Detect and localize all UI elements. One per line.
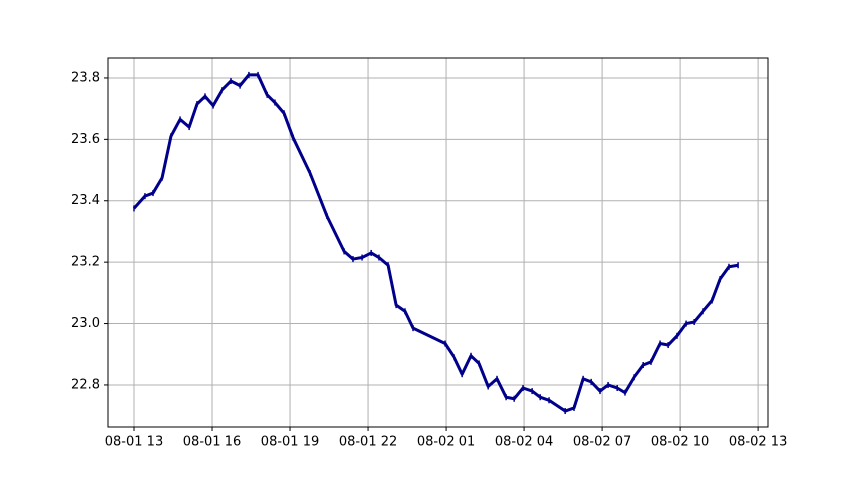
y-tick-label: 23.2	[71, 255, 100, 270]
grid-layer	[108, 58, 768, 427]
tick-layer: 22.8 23.0 23.2 23.4 23.6 23.8 08-01 13 08-01 16…	[71, 70, 787, 449]
x-tick-label: 08-01 13	[105, 435, 163, 450]
y-tick-label: 23.8	[71, 70, 100, 85]
y-tick-label: 22.8	[71, 377, 100, 392]
plot-layer	[132, 71, 739, 415]
x-tick-label: 08-02 13	[729, 435, 787, 450]
x-tick-label: 08-02 07	[573, 435, 631, 450]
x-tick-label: 08-02 04	[495, 435, 553, 450]
y-tick-label: 23.4	[71, 193, 100, 208]
x-tick-label: 08-01 22	[339, 435, 397, 450]
x-tick-label: 08-01 19	[261, 435, 319, 450]
data-line	[132, 73, 739, 413]
y-tick-label: 23.0	[71, 316, 100, 331]
x-tick-label: 08-01 16	[183, 435, 241, 450]
axes-frame	[107, 57, 769, 428]
x-tick-label: 08-02 10	[651, 435, 709, 450]
y-tick-label: 23.6	[71, 132, 100, 147]
x-tick-label: 08-02 01	[417, 435, 475, 450]
